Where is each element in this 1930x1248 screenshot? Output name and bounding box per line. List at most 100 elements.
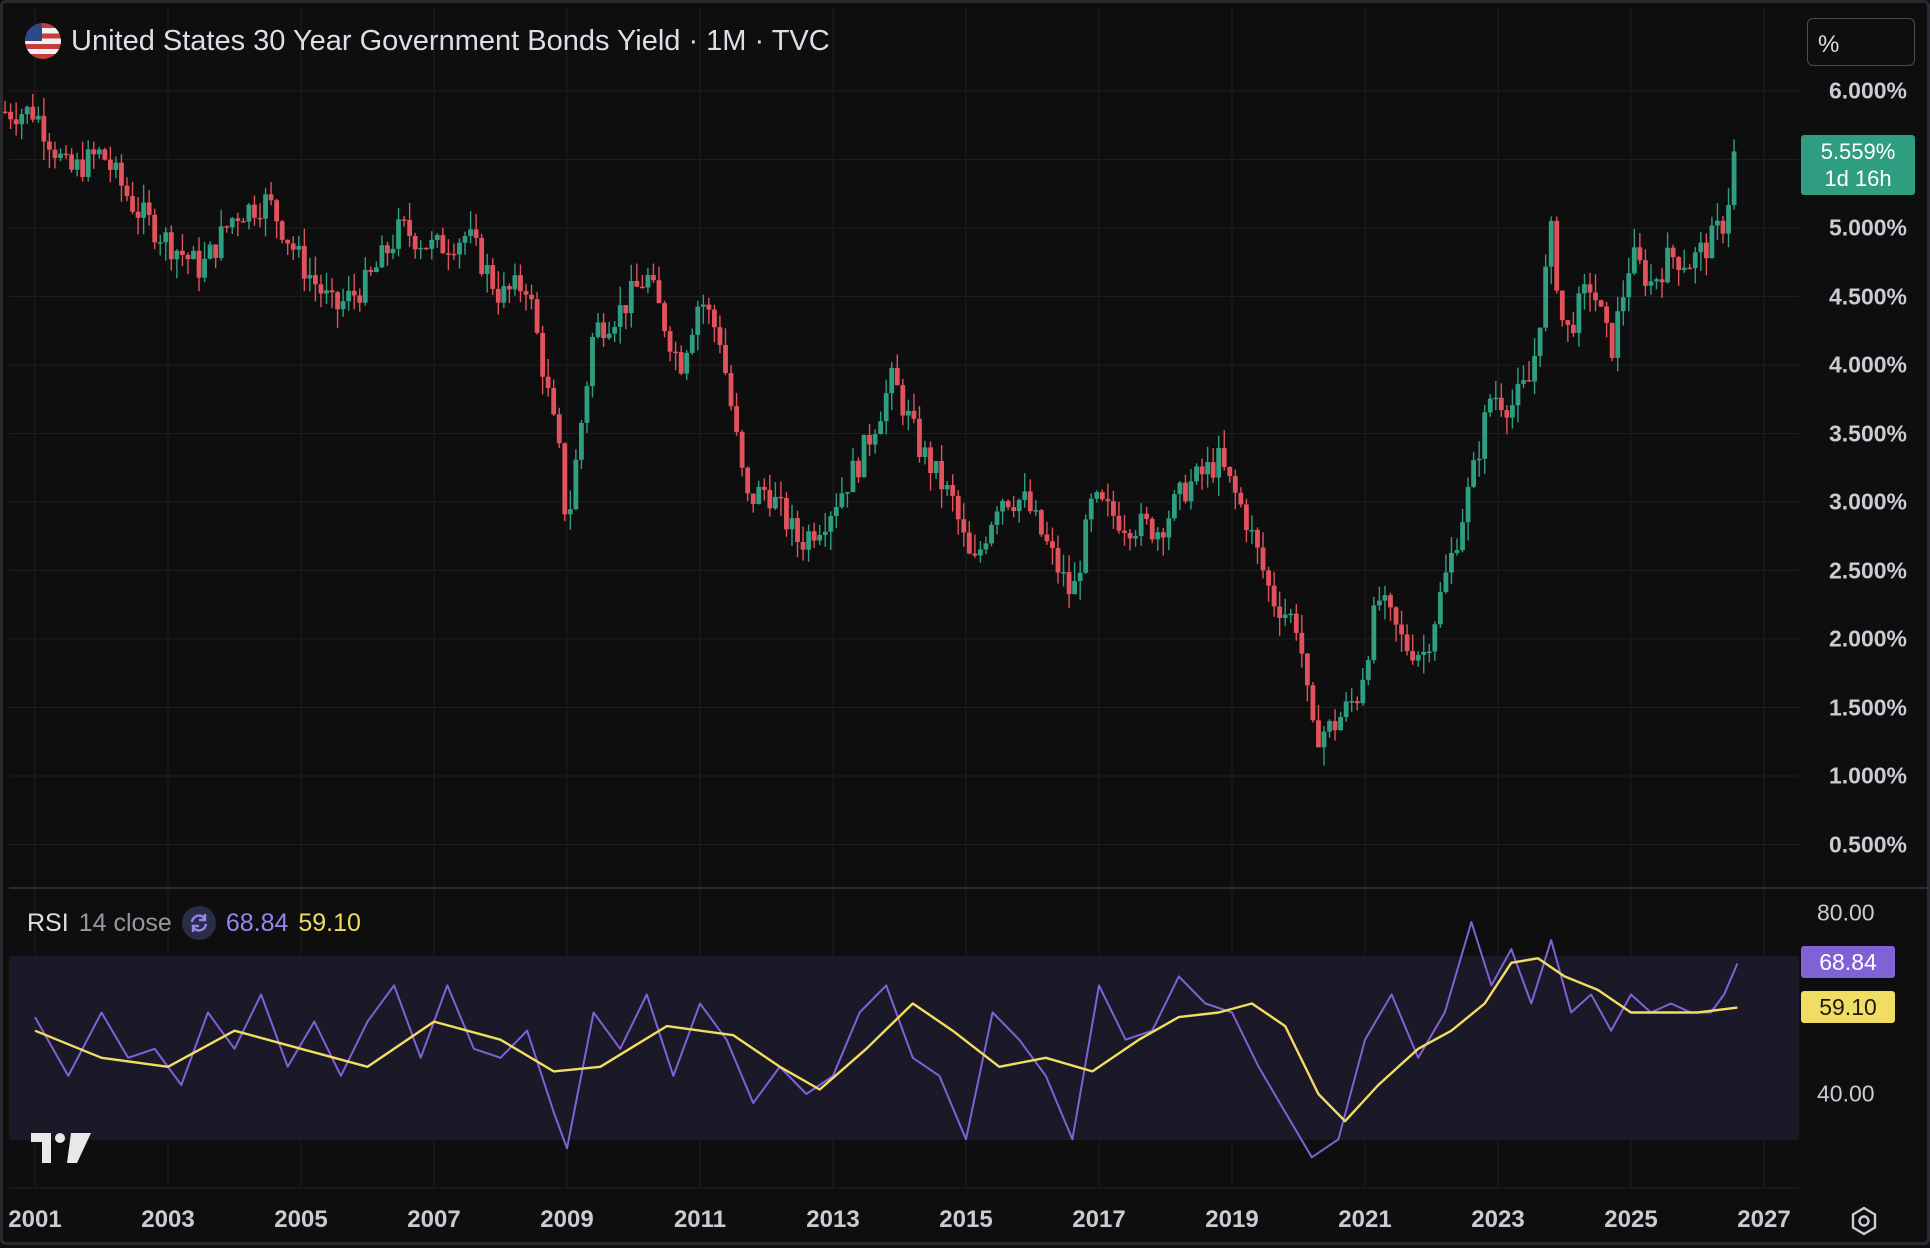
time-tick: 2025 [1604, 1206, 1658, 1233]
candle-body [778, 496, 784, 499]
candle-body [1604, 306, 1610, 323]
price-tick: 1.500% [1828, 694, 1907, 721]
candle-body [872, 434, 878, 445]
rsi-params: 14 close [78, 908, 172, 937]
tradingview-logo[interactable] [31, 1131, 93, 1165]
chart-canvas[interactable] [3, 3, 1930, 1248]
candle-body [130, 196, 135, 212]
candle-body [1681, 267, 1687, 270]
candle-body [1659, 279, 1665, 283]
time-tick: 2021 [1338, 1206, 1392, 1233]
candle-body [639, 286, 645, 289]
candle-body [434, 235, 440, 240]
candle-body [1155, 532, 1161, 540]
candle-body [628, 281, 634, 314]
candle-body [667, 331, 673, 352]
candle-body [817, 534, 823, 541]
candle-body [556, 414, 562, 444]
candle-body [573, 459, 579, 510]
candle-body [1044, 534, 1050, 542]
candle-body [689, 334, 695, 353]
candle-body [983, 543, 989, 550]
rsi-legend[interactable]: RSI 14 close 68.84 59.10 [27, 906, 361, 940]
candle-body [917, 418, 922, 457]
candle-body [407, 220, 413, 236]
candle-body [1570, 324, 1576, 333]
candle-body [301, 245, 307, 279]
candle-body [567, 509, 573, 515]
candle-body [1310, 685, 1316, 721]
candle-body [1626, 273, 1632, 298]
candle-body [1122, 530, 1127, 533]
candle-body [1105, 499, 1111, 502]
candle-body [229, 218, 235, 228]
rsi-line [34, 921, 1739, 1159]
candle-body [1199, 466, 1205, 475]
candle-body [141, 202, 147, 218]
time-tick: 2013 [806, 1206, 860, 1233]
candle-body [8, 111, 14, 120]
candle-body [490, 265, 496, 289]
candle-body [1066, 572, 1072, 595]
candle-body [440, 235, 446, 254]
candle-body [1050, 541, 1055, 549]
sync-icon[interactable] [181, 906, 216, 940]
time-tick: 2023 [1471, 1206, 1525, 1233]
candle-body [346, 290, 352, 302]
candle-body [373, 267, 379, 272]
candle-body [1327, 721, 1332, 732]
candle-body [706, 304, 712, 310]
candle-body [1471, 460, 1477, 487]
candle-body [739, 431, 745, 468]
candle-body [1548, 220, 1554, 267]
candle-body [1016, 499, 1022, 512]
candle-body [1127, 532, 1133, 539]
unit-button[interactable]: % [1807, 18, 1915, 66]
candle-body [1011, 507, 1017, 512]
candle-body [1643, 260, 1648, 286]
candle-body [1521, 380, 1526, 384]
candle-body [1277, 606, 1283, 618]
candle-body [396, 219, 401, 249]
candle-body [1033, 510, 1039, 512]
candle-body [196, 250, 202, 278]
settings-icon[interactable] [1849, 1206, 1879, 1236]
candle-body [390, 248, 396, 254]
candle-body [146, 202, 152, 215]
candle-body [662, 303, 667, 332]
candle-body [1576, 293, 1582, 333]
candle-body [1559, 290, 1565, 321]
candle-body [1249, 529, 1255, 532]
candle-body [429, 239, 435, 249]
candle-body [700, 304, 706, 307]
price-tick: 3.500% [1828, 420, 1907, 447]
candle-body [1593, 292, 1598, 301]
candle-body [878, 421, 884, 435]
candle-body [1631, 247, 1637, 274]
candle-body [1515, 383, 1521, 406]
candle-body [412, 235, 418, 250]
candle-body [368, 269, 374, 272]
time-tick: 2007 [407, 1206, 461, 1233]
candle-body [584, 386, 590, 423]
candle-body [47, 141, 52, 150]
candle-body [833, 507, 839, 516]
candle-body [1648, 281, 1654, 286]
candle-body [124, 185, 130, 197]
candle-body [1654, 279, 1659, 282]
candle-body [1715, 220, 1720, 226]
candle-body [1543, 266, 1549, 328]
candle-body [3, 111, 8, 114]
candle-body [1731, 151, 1737, 206]
last-price-label: 5.559% 1d 16h [1801, 135, 1915, 195]
candle-body [889, 367, 895, 394]
time-tick: 2001 [8, 1206, 62, 1233]
candle-body [989, 524, 994, 544]
candle-body [307, 275, 313, 279]
candle-body [1720, 220, 1726, 234]
rsi-tick: 80.00 [1817, 899, 1875, 926]
price-tick: 4.000% [1828, 351, 1907, 378]
candle-body [684, 352, 690, 374]
candle-body [1188, 481, 1194, 502]
candle-body [468, 229, 473, 237]
